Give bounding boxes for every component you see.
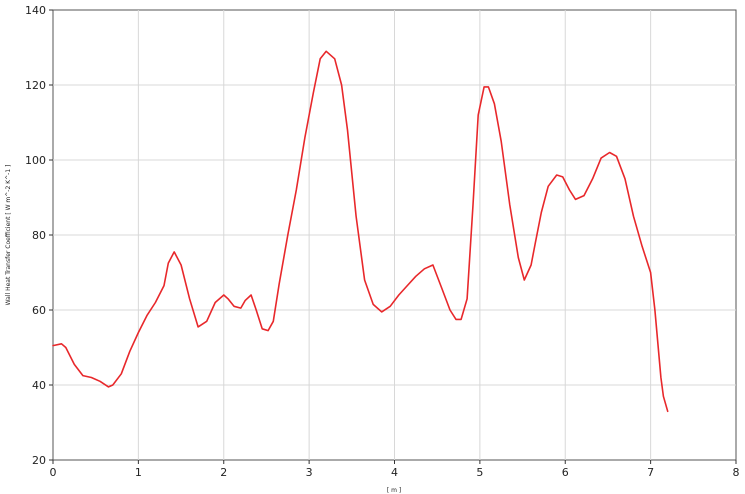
y-axis-title: Wall Heat Transfer Coefficient [ W m^-2 … <box>5 165 12 306</box>
x-tick-label: 3 <box>306 466 313 479</box>
x-tick-label: 1 <box>135 466 142 479</box>
y-tick-label: 20 <box>32 454 46 467</box>
y-tick-label: 80 <box>32 229 46 242</box>
x-axis-title: [ m ] <box>387 487 401 494</box>
y-tick-label: 60 <box>32 304 46 317</box>
x-tick-label: 6 <box>562 466 569 479</box>
y-tick-label: 120 <box>25 79 46 92</box>
axis-ticks: 0 1 2 3 4 5 6 7 8 20 40 60 80 100 120 140 <box>25 4 740 479</box>
y-tick-label: 140 <box>25 4 46 17</box>
y-tick-label: 100 <box>25 154 46 167</box>
y-tick-label: 40 <box>32 379 46 392</box>
x-tick-label: 7 <box>647 466 654 479</box>
series-group <box>52 50 669 413</box>
gridlines <box>53 10 736 460</box>
x-tick-label: 8 <box>733 466 740 479</box>
series-line <box>52 50 669 413</box>
x-tick-label: 5 <box>476 466 483 479</box>
x-tick-label: 0 <box>50 466 57 479</box>
x-tick-label: 4 <box>391 466 398 479</box>
x-tick-label: 2 <box>220 466 227 479</box>
